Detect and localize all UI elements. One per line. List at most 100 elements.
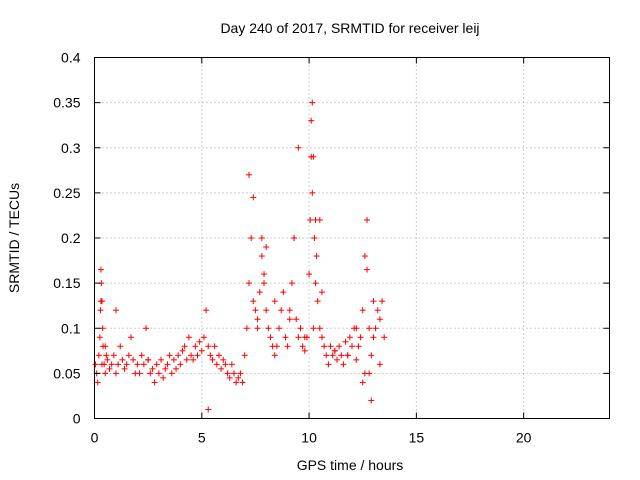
y-axis-label: SRMTID / TECUs: [6, 183, 22, 293]
data-point: [297, 325, 304, 332]
data-point: [188, 352, 195, 359]
data-point: [153, 361, 160, 368]
data-point: [376, 361, 383, 368]
data-point: [374, 307, 381, 314]
data-point: [175, 352, 182, 359]
data-point: [233, 379, 240, 386]
data-point: [364, 216, 371, 223]
data-point: [173, 365, 180, 372]
data-point: [271, 298, 278, 305]
data-point: [103, 352, 110, 359]
x-axis-label: GPS time / hours: [297, 457, 404, 473]
data-point: [237, 370, 244, 377]
data-point: [117, 343, 124, 350]
data-point: [183, 356, 190, 363]
data-point: [265, 325, 272, 332]
data-point: [316, 325, 323, 332]
data-point: [185, 334, 192, 341]
data-point: [361, 370, 368, 377]
data-point: [261, 280, 268, 287]
data-point: [95, 352, 102, 359]
data-point: [344, 352, 351, 359]
data-point: [97, 307, 104, 314]
data-point: [364, 266, 371, 273]
data-point: [162, 365, 169, 372]
x-tick-label: 0: [91, 430, 99, 446]
data-point: [318, 289, 325, 296]
data-point: [215, 352, 222, 359]
data-point: [115, 361, 122, 368]
data-point: [254, 316, 261, 323]
data-point: [196, 338, 203, 345]
data-point: [177, 361, 184, 368]
data-point: [224, 370, 231, 377]
data-point: [263, 307, 270, 314]
data-point: [276, 325, 283, 332]
data-point: [198, 347, 205, 354]
y-tick-label: 0.15: [53, 275, 80, 291]
data-point: [329, 352, 336, 359]
data-point: [192, 343, 199, 350]
data-point: [112, 307, 119, 314]
data-point: [336, 343, 343, 350]
data-point: [94, 379, 101, 386]
data-point: [333, 356, 340, 363]
data-point: [353, 325, 360, 332]
data-point: [125, 352, 132, 359]
data-point: [311, 235, 318, 241]
data-point: [248, 235, 255, 241]
data-point: [246, 171, 252, 178]
data-point: [121, 365, 128, 372]
y-tick-label: 0.25: [53, 185, 80, 201]
data-point: [241, 352, 248, 359]
data-point: [200, 334, 207, 341]
chart-title: Day 240 of 2017, SRMTID for receiver lei…: [220, 20, 479, 36]
data-point: [97, 266, 104, 273]
data-point: [327, 343, 334, 350]
data-point: [370, 298, 377, 305]
data-point: [246, 280, 252, 287]
axis-ticks: [94, 57, 610, 419]
data-point: [323, 352, 330, 359]
tick-labels: 0 5 10 15 20 0 0.05 0.1 0.15 0.2 0.25 0.3 0.35 0.4: [53, 50, 531, 446]
data-point: [357, 334, 364, 341]
data-point: [143, 325, 149, 332]
data-point: [205, 343, 212, 350]
data-point: [164, 361, 171, 368]
data-point: [127, 334, 134, 341]
data-point: [321, 343, 328, 350]
data-point: [284, 343, 291, 350]
x-tick-label: 20: [516, 430, 532, 446]
data-point: [267, 334, 274, 341]
data-point: [158, 356, 165, 363]
y-tick-label: 0.2: [61, 230, 81, 246]
data-point: [147, 370, 154, 377]
data-point: [252, 307, 259, 314]
data-point: [291, 235, 298, 241]
data-point: [338, 352, 345, 359]
data-point: [318, 334, 325, 341]
data-point: [361, 253, 368, 260]
data-point: [213, 361, 220, 368]
data-point: [222, 361, 229, 368]
data-point: [308, 153, 315, 160]
data-point: [306, 271, 313, 278]
data-point: [316, 216, 323, 223]
data-point: [273, 343, 280, 350]
data-point: [250, 298, 257, 305]
data-point: [261, 271, 268, 278]
data-point: [108, 361, 115, 368]
data-point: [263, 244, 270, 251]
data-point: [99, 361, 106, 368]
data-point: [368, 397, 375, 404]
data-point: [205, 406, 212, 413]
data-point: [256, 289, 263, 296]
data-point: [359, 379, 366, 386]
data-point: [134, 361, 141, 368]
data-point: [149, 365, 156, 372]
data-point: [313, 253, 320, 260]
data-point: [102, 370, 109, 377]
data-point: [301, 334, 308, 341]
data-point: [97, 298, 104, 305]
